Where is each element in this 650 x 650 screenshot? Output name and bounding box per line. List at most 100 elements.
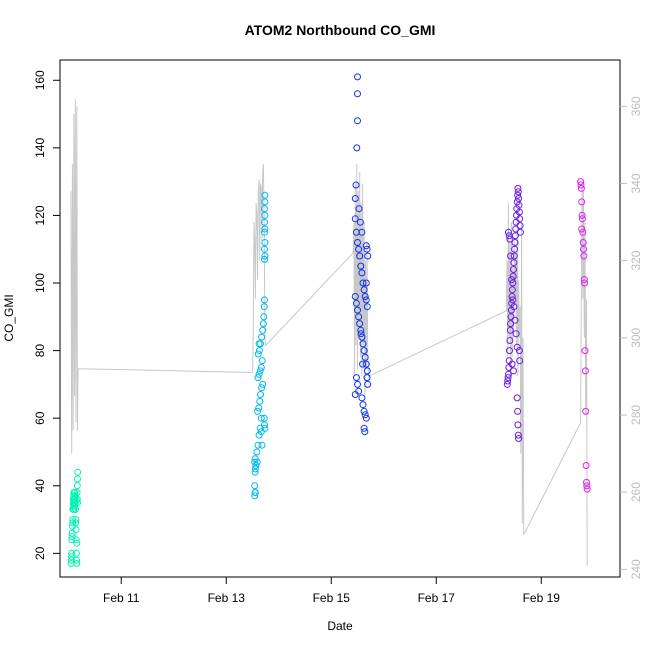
y2-tick-label: 320: [629, 250, 643, 270]
data-point: [351, 293, 359, 300]
data-point: [357, 262, 365, 270]
data-point: [513, 343, 521, 351]
data-point: [504, 374, 512, 382]
data-point: [360, 286, 368, 294]
data-point: [260, 303, 268, 311]
data-point: [579, 228, 587, 236]
data-point: [505, 232, 513, 240]
data-point: [72, 519, 80, 527]
data-point: [355, 205, 363, 213]
data-point: [261, 421, 268, 429]
data-point: [74, 475, 81, 483]
data-point: [361, 353, 369, 361]
data-point: [73, 539, 81, 547]
data-point: [258, 384, 266, 392]
data-point: [68, 553, 75, 561]
data-point: [258, 441, 266, 449]
data-point: [510, 259, 518, 267]
series-2-points: [251, 191, 269, 500]
data-point: [363, 303, 371, 311]
points-layer: [67, 73, 591, 567]
data-point: [358, 333, 366, 341]
series-1-points: [67, 468, 82, 567]
data-point: [364, 252, 372, 260]
data-point: [68, 536, 76, 544]
data-point: [251, 468, 259, 476]
data-point: [73, 489, 81, 496]
data-point: [259, 380, 267, 388]
data-point: [360, 424, 368, 432]
data-point: [510, 266, 517, 273]
data-point: [261, 228, 268, 236]
y2-tick-label: 280: [629, 405, 643, 425]
data-point: [261, 239, 269, 246]
data-point: [72, 505, 79, 513]
y-tick-label: 140: [33, 138, 47, 158]
data-point: [363, 245, 371, 253]
data-point: [364, 380, 372, 388]
data-point: [74, 499, 81, 507]
data-point: [257, 414, 265, 422]
data-point: [516, 215, 524, 223]
data-point: [578, 211, 586, 219]
data-point: [577, 184, 585, 192]
y-tick-label: 80: [33, 344, 47, 358]
y2-tick-label: 300: [629, 327, 643, 347]
data-point: [578, 198, 586, 206]
data-point: [70, 505, 77, 513]
data-point: [67, 556, 75, 564]
y-tick-label: 120: [33, 205, 47, 225]
data-point: [362, 414, 370, 422]
data-point: [252, 462, 260, 469]
data-point: [504, 228, 512, 236]
data-point: [259, 320, 267, 328]
y-axis: 20 40 60 80 100 120 140 160: [33, 70, 60, 560]
data-point: [514, 407, 522, 415]
data-point: [251, 458, 259, 466]
data-point: [261, 245, 268, 253]
data-point: [510, 252, 518, 260]
data-point: [72, 536, 80, 544]
y2-axis: 240 260 280 300 320 340 360: [620, 96, 643, 579]
data-point: [258, 357, 266, 365]
data-point: [512, 225, 520, 233]
data-point: [354, 239, 361, 246]
data-point: [73, 556, 81, 564]
data-point: [507, 313, 515, 321]
data-point: [583, 485, 591, 493]
data-point: [504, 377, 512, 385]
x-tick-label: Feb 13: [208, 591, 246, 605]
data-point: [356, 218, 364, 226]
data-point: [511, 239, 519, 246]
y2-tick-label: 340: [629, 173, 643, 193]
data-point: [582, 462, 590, 469]
data-point: [73, 495, 81, 503]
y-tick-label: 20: [33, 546, 47, 560]
data-point: [251, 455, 259, 463]
data-point: [515, 208, 523, 216]
data-point: [579, 239, 587, 246]
data-point: [359, 360, 367, 368]
chart-title: ATOM2 Northbound CO_GMI: [245, 22, 436, 38]
data-point: [72, 549, 80, 557]
data-point: [356, 320, 364, 328]
data-point: [509, 279, 517, 287]
data-point: [582, 407, 590, 415]
data-point: [251, 465, 259, 473]
data-point: [577, 178, 585, 186]
data-point: [508, 360, 516, 368]
data-point: [255, 340, 263, 348]
data-point: [355, 313, 363, 321]
x-tick-label: Feb 11: [103, 591, 140, 605]
data-point: [361, 293, 369, 300]
data-point: [359, 401, 367, 409]
data-point: [260, 414, 268, 422]
data-point: [253, 448, 261, 456]
data-point: [581, 367, 589, 375]
data-point: [359, 279, 367, 287]
data-point: [515, 201, 523, 209]
data-point: [506, 326, 514, 334]
data-point: [358, 269, 366, 277]
data-point: [510, 367, 517, 375]
